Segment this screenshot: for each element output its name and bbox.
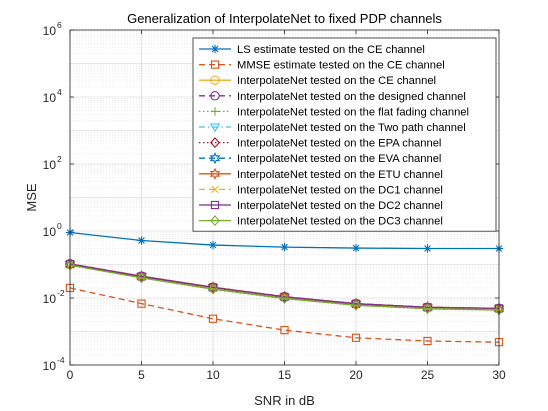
legend-label: InterpolateNet tested on the CE channel <box>237 75 436 87</box>
data-point <box>136 270 147 283</box>
legend-label: InterpolateNet tested on the DC2 channel <box>237 200 443 212</box>
x-tick-label: 10 <box>206 368 220 382</box>
x-tick-label: 5 <box>138 368 145 382</box>
legend-entry: InterpolateNet tested on the EVA channel <box>199 152 441 165</box>
x-axis-label: SNR in dB <box>254 393 315 408</box>
legend-marker <box>210 60 220 69</box>
series-2 <box>65 283 504 347</box>
data-point <box>208 240 218 250</box>
x-tick-label: 25 <box>421 368 435 382</box>
y-tick-label: 10 <box>43 359 57 373</box>
legend-label: LS estimate tested on the CE channel <box>237 44 425 56</box>
data-point <box>137 236 146 245</box>
series-line <box>69 287 500 343</box>
data-point <box>423 244 432 253</box>
x-tick-label: 30 <box>492 368 506 382</box>
legend-entry: InterpolateNet tested on the designed ch… <box>199 91 466 103</box>
chart-title: Generalization of InterpolateNet to fixe… <box>127 11 442 26</box>
legend-label: InterpolateNet tested on the flat fading… <box>237 106 469 118</box>
data-point <box>137 299 146 308</box>
y-axis-label: MSE <box>24 183 39 212</box>
legend-entry: InterpolateNet tested on the CE channel <box>199 75 436 87</box>
x-tick-label: 15 <box>278 368 292 382</box>
data-point <box>280 242 289 252</box>
legend-entry: InterpolateNet tested on the ETU channel <box>199 167 443 181</box>
legend-entry: InterpolateNet tested on the DC2 channel <box>199 200 443 212</box>
legend-marker <box>209 123 221 133</box>
legend-box <box>192 37 497 232</box>
data-point <box>351 243 361 253</box>
legend-label: InterpolateNet tested on the ETU channel <box>237 169 443 181</box>
legend-marker <box>210 91 220 101</box>
legend-entry: InterpolateNet tested on the flat fading… <box>199 106 469 118</box>
data-point <box>422 303 433 315</box>
legend-label: InterpolateNet tested on the designed ch… <box>237 91 466 103</box>
legend-entry: InterpolateNet tested on the DC1 channel <box>199 184 443 196</box>
data-point <box>279 293 290 304</box>
legend-marker <box>211 185 219 194</box>
legend-label: InterpolateNet tested on the EPA channel <box>237 138 441 150</box>
legend-entry: InterpolateNet tested on the Two path ch… <box>199 122 466 134</box>
y-tick-label: 10 <box>43 158 57 172</box>
legend-entry: InterpolateNet tested on the DC3 channel <box>199 215 443 228</box>
data-point <box>351 299 361 311</box>
series-group <box>64 228 505 347</box>
y-tick-label: 10 <box>43 91 57 105</box>
series-line <box>69 264 500 311</box>
legend-entry: MMSE estimate tested on the CE channel <box>199 60 445 72</box>
data-point <box>423 336 432 346</box>
data-point <box>279 290 290 303</box>
y-tick-exponent: 0 <box>57 221 62 231</box>
y-tick-exponent: 6 <box>57 20 62 30</box>
y-tick-label: 10 <box>43 24 57 38</box>
data-point <box>280 325 289 335</box>
legend-marker <box>210 44 220 54</box>
y-tick-label: 10 <box>43 292 57 306</box>
data-point <box>350 297 362 310</box>
y-tick-exponent: 4 <box>57 87 62 97</box>
x-tick-label: 20 <box>349 368 363 382</box>
legend-marker <box>210 75 220 85</box>
data-point <box>136 272 147 284</box>
legend-marker <box>210 137 220 149</box>
legend-label: InterpolateNet tested on the DC1 channel <box>237 184 443 196</box>
legend-marker <box>210 200 220 210</box>
legend: LS estimate tested on the CE channel MMSE… <box>192 37 497 232</box>
legend-marker <box>210 107 220 116</box>
data-point <box>422 301 433 314</box>
x-tick-label: 0 <box>67 368 74 382</box>
data-point <box>208 283 218 295</box>
data-point <box>208 314 218 323</box>
legend-label: MMSE estimate tested on the CE channel <box>237 60 445 72</box>
y-tick-exponent: -4 <box>57 355 65 365</box>
legend-marker <box>209 152 221 165</box>
y-tick-exponent: -2 <box>57 288 65 298</box>
series-line <box>69 263 500 310</box>
data-point <box>207 281 219 294</box>
legend-label: InterpolateNet tested on the EVA channel <box>237 153 441 165</box>
legend-marker <box>209 167 221 180</box>
data-point <box>351 333 361 342</box>
legend-entry: LS estimate tested on the CE channel <box>199 44 425 56</box>
legend-label: InterpolateNet tested on the Two path ch… <box>237 122 466 134</box>
y-tick-label: 10 <box>43 225 57 239</box>
y-tick-exponent: 2 <box>57 154 62 164</box>
legend-entry: InterpolateNet tested on the EPA channel <box>199 137 441 150</box>
legend-marker <box>210 215 220 227</box>
legend-label: InterpolateNet tested on the DC3 channel <box>237 216 443 228</box>
